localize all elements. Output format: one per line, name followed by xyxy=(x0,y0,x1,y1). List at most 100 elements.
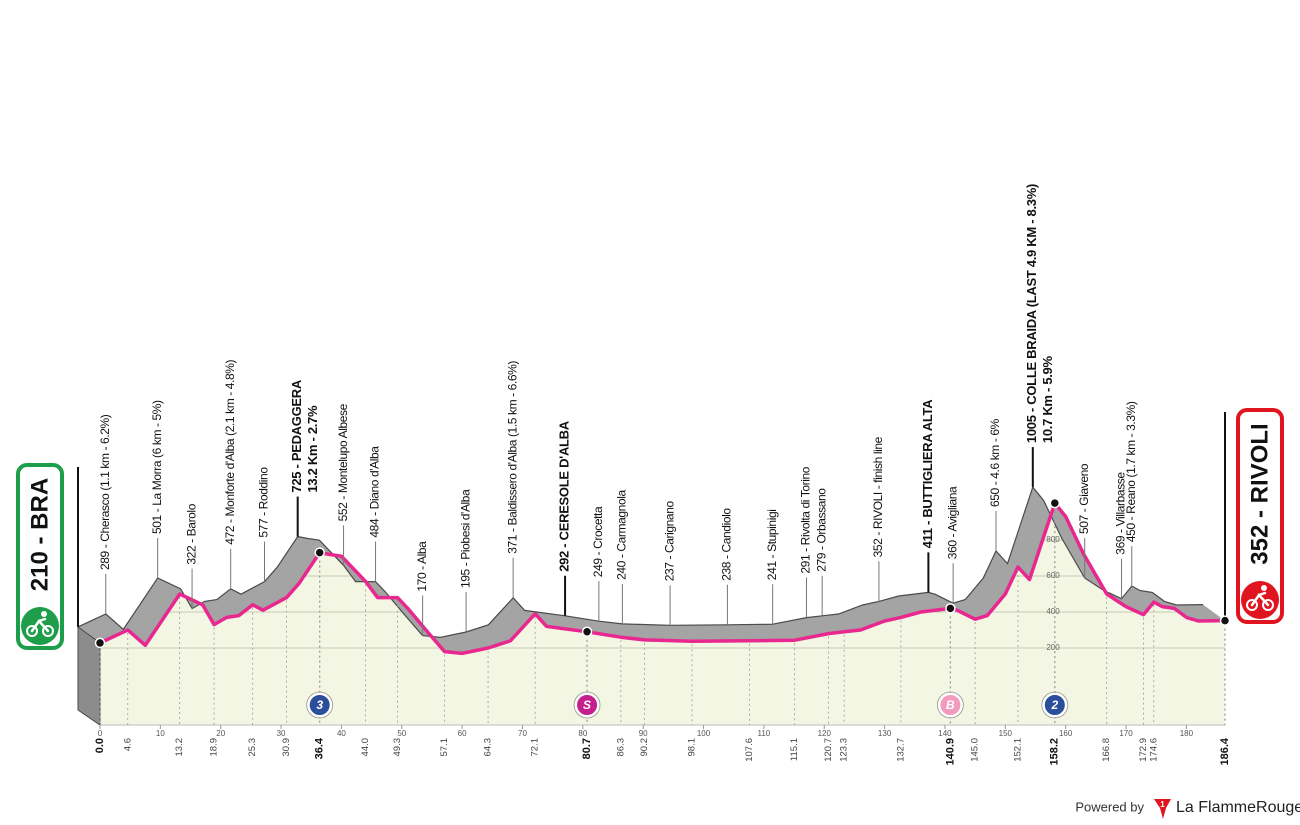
marker-icon xyxy=(575,693,600,717)
waypoint-label: 360 - Avigliana xyxy=(945,486,959,559)
marker-ring xyxy=(573,691,601,719)
powered-by: Powered by xyxy=(1075,799,1144,814)
km-label: 115.1 xyxy=(789,738,800,761)
profile-fill xyxy=(100,503,1225,725)
x-tick-label: 70 xyxy=(518,729,527,738)
waypoint-label: 241 - Stupinigi xyxy=(765,509,779,580)
finish-label: 352 - RIVOLI xyxy=(1246,423,1273,564)
waypoint-label: 249 - Crocetta xyxy=(591,506,605,577)
waypoint-label: 279 - Orbassano xyxy=(814,488,828,572)
profile-line xyxy=(99,501,1226,656)
start-wheel xyxy=(26,625,38,637)
waypoint-dot xyxy=(945,603,956,614)
x-tick-label: 0 xyxy=(98,729,103,738)
finish-badge xyxy=(1236,408,1284,624)
x-tick-label: 130 xyxy=(878,729,892,738)
marker-icon xyxy=(307,693,332,717)
x-tick-label: 40 xyxy=(337,729,346,738)
waypoint-label: 371 - Baldissero d'Alba (1.5 km - 6.6%) xyxy=(505,361,519,554)
km-label: 172.9 xyxy=(1138,738,1149,762)
x-tick-label: 160 xyxy=(1059,729,1073,738)
waypoint-label: 650 - 4.6 km - 6% xyxy=(988,418,1002,507)
km-label: 36.4 xyxy=(314,737,326,759)
km-label: 86.3 xyxy=(615,738,626,757)
y-tick-label: 200 xyxy=(1046,643,1060,652)
waypoint-label: 725 - PEDAGGERA xyxy=(289,379,304,492)
km-label: 174.6 xyxy=(1148,738,1159,762)
waypoint-label: 1005 - COLLE BRAIDA (LAST 4.9 KM - 8.3%) xyxy=(1024,184,1039,443)
x-tick-label: 180 xyxy=(1180,729,1194,738)
x-tick-label: 20 xyxy=(216,729,225,738)
waypoint-label: 472 - Monforte d'Alba (2.1 km - 4.8%) xyxy=(223,359,237,544)
km-label: 80.7 xyxy=(581,738,593,759)
marker-ring xyxy=(936,691,964,719)
km-label: 18.9 xyxy=(209,738,220,757)
waypoint-label: 352 - RIVOLI - finish line xyxy=(871,436,885,557)
waypoint-label: 507 - Giaveno xyxy=(1077,463,1091,534)
x-tick-label: 90 xyxy=(639,729,648,738)
km-label: 64.3 xyxy=(483,738,494,757)
km-label: 49.3 xyxy=(392,738,403,757)
km-label: 4.6 xyxy=(122,738,133,751)
x-tick-label: 30 xyxy=(277,729,286,738)
waypoint-label: 240 - Carmagnola xyxy=(615,490,629,580)
logo-flag xyxy=(1154,799,1171,819)
x-tick-label: 140 xyxy=(938,729,952,738)
waypoint-dot xyxy=(1049,497,1061,509)
km-label: 0.0 xyxy=(94,738,106,753)
logo-mark: 1 xyxy=(1160,800,1165,809)
waypoint-label: 237 - Carignano xyxy=(662,501,676,582)
marker-ring xyxy=(1041,691,1069,719)
waypoint-label: 238 - Candiolo xyxy=(720,508,734,581)
finish-wheel xyxy=(1262,599,1274,611)
waypoint-dot xyxy=(314,547,325,558)
waypoint-label: 170 - Alba xyxy=(415,541,429,592)
km-label: 140.9 xyxy=(944,738,956,766)
finish-wheel xyxy=(1246,599,1258,611)
marker-text: 3 xyxy=(316,698,323,712)
x-tick-label: 110 xyxy=(758,729,771,738)
km-label: 186.4 xyxy=(1219,737,1231,765)
km-label: 120.7 xyxy=(823,738,834,762)
km-label: 166.8 xyxy=(1101,738,1112,762)
marker-text: B xyxy=(946,698,955,712)
waypoint-sublabel: 10.7 Km - 5.9% xyxy=(1040,356,1055,444)
start-icon xyxy=(21,607,59,645)
finish-dot xyxy=(1219,615,1231,626)
waypoint-label: 450 - Reano (1.7 km - 3.3%) xyxy=(1124,401,1138,542)
x-tick-label: 150 xyxy=(999,729,1013,738)
start-label: 210 - BRA xyxy=(26,478,53,591)
km-label: 132.7 xyxy=(895,738,906,762)
marker-ring xyxy=(306,691,334,719)
waypoint-label: 289 - Cherasco (1.1 km - 6.2%) xyxy=(98,414,112,570)
marker-icon xyxy=(938,693,963,717)
x-tick-label: 10 xyxy=(156,729,165,738)
y-tick-label: 800 xyxy=(1046,535,1060,544)
start-dot xyxy=(94,637,106,649)
y-tick-label: 400 xyxy=(1046,607,1060,616)
km-label: 90.2 xyxy=(639,738,650,757)
y-tick-label: 600 xyxy=(1046,571,1060,580)
km-label: 72.1 xyxy=(530,738,541,757)
marker-text: 2 xyxy=(1050,698,1058,712)
km-label: 57.1 xyxy=(439,738,450,757)
x-tick-label: 50 xyxy=(397,729,406,738)
x-tick-label: 170 xyxy=(1119,729,1133,738)
waypoint-label: 292 - CERESOLE D'ALBA xyxy=(557,420,572,572)
waypoint-label: 322 - Barolo xyxy=(184,503,198,564)
waypoint-dot xyxy=(581,626,593,638)
km-label: 145.0 xyxy=(970,738,981,762)
waypoint-label: 577 - Roddino xyxy=(257,467,271,538)
km-label: 98.1 xyxy=(687,738,698,757)
waypoint-sublabel: 13.2 Km - 2.7% xyxy=(305,405,320,493)
km-label: 107.6 xyxy=(744,738,755,762)
brand: La FlammeRouge xyxy=(1176,799,1300,816)
x-tick-label: 120 xyxy=(818,729,832,738)
start-wheel xyxy=(42,625,54,637)
waypoint-label: 195 - Piobesi d'Alba xyxy=(458,489,472,588)
waypoint-label: 501 - La Morra (6 km - 5%) xyxy=(150,400,164,534)
km-label: 158.2 xyxy=(1049,738,1061,766)
waypoint-label: 291 - Rivolta di Torino xyxy=(799,466,813,573)
km-label: 30.9 xyxy=(281,738,292,757)
